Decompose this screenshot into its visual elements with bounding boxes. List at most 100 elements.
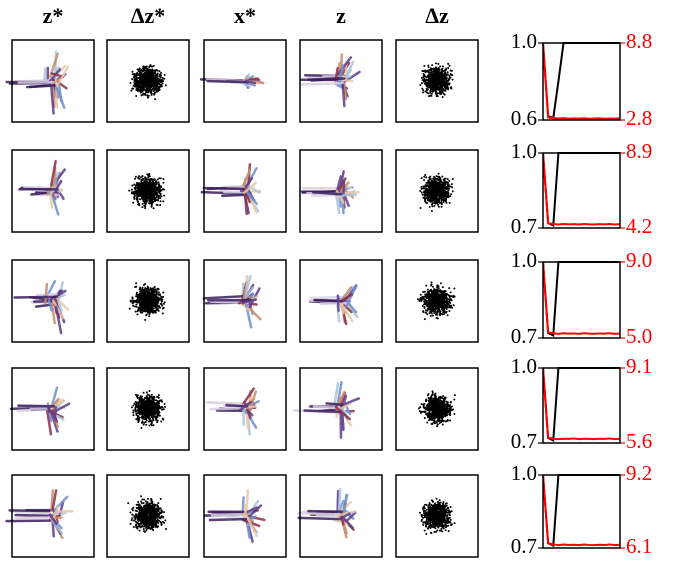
scatter-texture xyxy=(428,71,431,74)
scatter-texture xyxy=(130,89,133,92)
scatter-texture xyxy=(423,79,426,82)
panel xyxy=(106,367,190,451)
scatter-texture xyxy=(152,80,155,83)
scatter-texture xyxy=(154,72,157,75)
scatter-texture xyxy=(426,85,429,88)
scatter-texture xyxy=(140,288,143,291)
scatter-texture xyxy=(142,305,145,308)
panel-frame xyxy=(299,149,383,233)
scatter-texture xyxy=(138,301,141,304)
scatter-texture xyxy=(133,183,136,186)
scatter-texture xyxy=(149,80,152,83)
scatter-texture xyxy=(439,293,442,296)
scatter-texture xyxy=(441,95,444,98)
scatter-texture xyxy=(441,175,444,178)
embedding-texture xyxy=(49,193,54,209)
scatter-texture xyxy=(438,302,441,305)
scatter-texture xyxy=(445,82,448,85)
scatter-texture xyxy=(145,309,148,312)
scatter-texture xyxy=(144,84,147,87)
scatter-texture xyxy=(139,304,142,307)
scatter-texture xyxy=(422,72,425,75)
scatter-texture xyxy=(443,189,446,192)
scatter-texture xyxy=(440,86,443,89)
scatter-texture xyxy=(424,90,427,93)
scatter-texture xyxy=(439,196,442,199)
scatter-texture xyxy=(423,64,426,67)
scatter-texture xyxy=(453,287,456,290)
scatter-texture xyxy=(439,82,442,85)
scatter-texture xyxy=(152,84,155,87)
scatter-texture xyxy=(442,89,445,92)
scatter-texture xyxy=(148,65,151,68)
scatter-texture xyxy=(448,287,451,290)
scatter-texture xyxy=(430,298,433,301)
scatter-texture xyxy=(438,309,441,312)
scatter-texture xyxy=(143,187,146,190)
scatter-texture xyxy=(436,313,439,316)
scatter-texture xyxy=(144,78,147,81)
scatter-texture xyxy=(137,176,140,179)
scatter-texture xyxy=(428,69,431,72)
scatter-texture xyxy=(435,175,438,178)
scatter-texture xyxy=(438,296,441,299)
scatter-texture xyxy=(447,189,450,192)
scatter-texture xyxy=(128,189,131,192)
scatter-texture xyxy=(449,291,452,294)
scatter-texture xyxy=(145,70,148,73)
scatter-texture xyxy=(150,76,153,79)
scatter-texture xyxy=(430,193,433,196)
scatter-texture xyxy=(141,182,144,185)
scatter-texture xyxy=(443,93,446,96)
scatter-texture xyxy=(435,293,438,296)
scatter-texture xyxy=(436,70,439,73)
scatter-texture xyxy=(163,301,166,304)
scatter-texture xyxy=(129,299,132,302)
scatter-texture xyxy=(155,309,158,312)
scatter-texture xyxy=(131,297,134,300)
scatter-texture xyxy=(144,93,147,96)
scatter-texture xyxy=(151,190,154,193)
scatter-texture xyxy=(133,194,136,197)
embedding-texture xyxy=(200,190,246,196)
scatter-texture xyxy=(136,86,139,89)
scatter-texture xyxy=(160,74,163,77)
scatter-texture xyxy=(150,193,153,196)
scatter-texture xyxy=(144,194,147,197)
scatter-texture xyxy=(451,78,454,81)
scatter-texture xyxy=(424,295,427,298)
scatter-texture xyxy=(138,67,141,70)
scatter-texture xyxy=(146,96,149,99)
scatter-texture xyxy=(161,82,164,85)
scatter-texture xyxy=(153,296,156,299)
scatter-texture xyxy=(148,77,151,80)
scatter-texture xyxy=(130,192,133,195)
scatter-texture xyxy=(156,395,159,398)
scatter-texture xyxy=(437,203,440,206)
scatter-texture xyxy=(146,181,149,184)
scatter-texture xyxy=(141,202,144,205)
scatter-texture xyxy=(151,305,154,308)
scatter-texture xyxy=(129,82,132,85)
scatter-texture xyxy=(150,93,153,96)
scatter-texture xyxy=(131,78,134,81)
scatter-texture xyxy=(436,317,439,320)
scatter-texture xyxy=(135,74,138,77)
scatter-texture xyxy=(434,75,437,78)
scatter-texture xyxy=(138,188,141,191)
scatter-texture xyxy=(132,299,135,302)
scatter-texture xyxy=(144,89,147,92)
scatter-texture xyxy=(431,64,434,67)
scatter-texture xyxy=(140,301,143,304)
scatter-texture xyxy=(147,70,150,73)
scatter-texture xyxy=(435,93,438,96)
scatter-texture xyxy=(420,82,423,85)
embedding-texture xyxy=(13,295,57,299)
scatter-texture xyxy=(434,306,437,309)
scatter-texture xyxy=(432,193,435,196)
scatter-texture xyxy=(155,199,158,202)
scatter-texture xyxy=(155,289,158,292)
scatter-texture xyxy=(132,87,135,90)
scatter-texture xyxy=(429,187,432,190)
scatter-texture xyxy=(141,206,144,209)
